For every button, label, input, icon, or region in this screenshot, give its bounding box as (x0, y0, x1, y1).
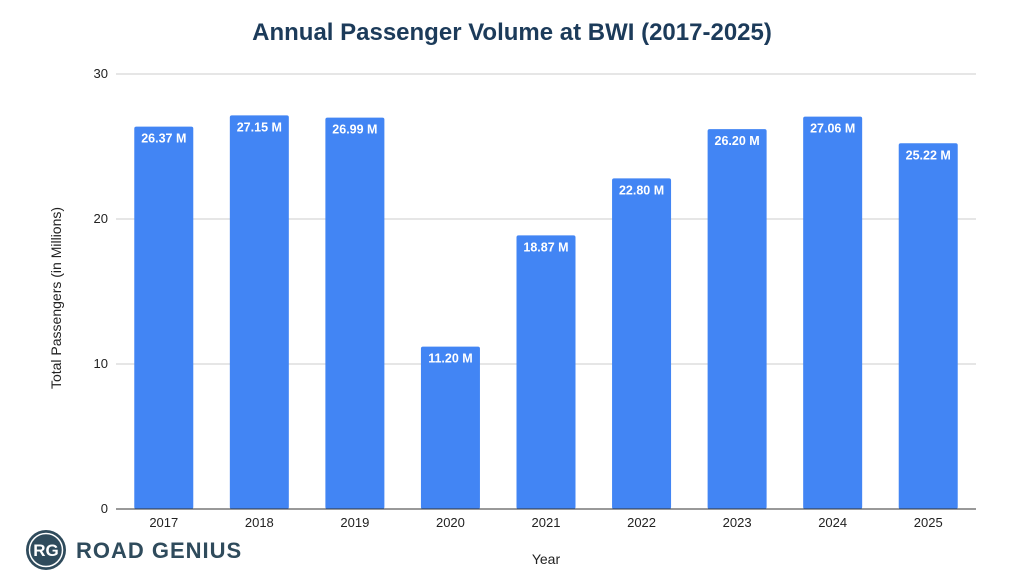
x-tick-label-2019: 2019 (340, 515, 369, 530)
data-label-2017: 26.37 M (141, 132, 186, 146)
y-tick-label-10: 10 (94, 356, 108, 371)
data-label-2019: 26.99 M (332, 123, 377, 137)
data-label-2023: 26.20 M (715, 134, 760, 148)
x-tick-label-2022: 2022 (627, 515, 656, 530)
x-axis-label: Year (532, 551, 561, 567)
logo-circle-ring (28, 532, 64, 568)
bar-2018 (229, 115, 289, 509)
x-tick-label-2017: 2017 (149, 515, 178, 530)
bar-2024 (803, 116, 863, 509)
bar-2017 (134, 126, 194, 509)
data-label-2025: 25.22 M (906, 148, 951, 162)
logo-name: ROAD GENIUS (76, 538, 242, 563)
data-labels: 26.37 M 27.15 M 26.99 M 11.20 M 18.87 M 22.80… (141, 120, 951, 365)
data-label-2021: 18.87 M (523, 240, 568, 254)
road-genius-logo: RG ROAD GENIUS (26, 530, 242, 570)
y-tick-label-30: 30 (94, 66, 108, 81)
chart-title: Annual Passenger Volume at BWI (2017-202… (252, 19, 772, 46)
logo-circle-outer (26, 530, 66, 570)
x-tick-label-2025: 2025 (914, 515, 943, 530)
bar-2021 (516, 235, 576, 509)
x-tick-label-2024: 2024 (818, 515, 847, 530)
x-tick-label-2020: 2020 (436, 515, 465, 530)
logo-mark: RG (33, 541, 59, 560)
y-tick-label-0: 0 (101, 501, 108, 516)
y-tick-labels: 0 10 20 30 (94, 66, 108, 516)
data-label-2024: 27.06 M (810, 122, 855, 136)
road-genius-logo-icon: RG (26, 530, 66, 570)
x-tick-label-2023: 2023 (723, 515, 752, 530)
bar-2022 (612, 178, 672, 509)
y-axis-label: Total Passengers (in Millions) (48, 207, 64, 389)
data-label-2022: 22.80 M (619, 183, 664, 197)
data-label-2020: 11.20 M (428, 352, 472, 366)
data-label-2018: 27.15 M (237, 120, 282, 134)
x-tick-labels: 2017 2018 2019 2020 2021 2022 2023 2024 2025 (149, 515, 942, 530)
x-tick-label-2021: 2021 (532, 515, 561, 530)
x-tick-label-2018: 2018 (245, 515, 274, 530)
bar-2020 (420, 346, 480, 509)
bars (134, 115, 958, 510)
bar-2023 (707, 129, 767, 509)
bar-2025 (898, 143, 958, 509)
bar-2019 (325, 117, 385, 510)
y-tick-label-20: 20 (94, 211, 108, 226)
